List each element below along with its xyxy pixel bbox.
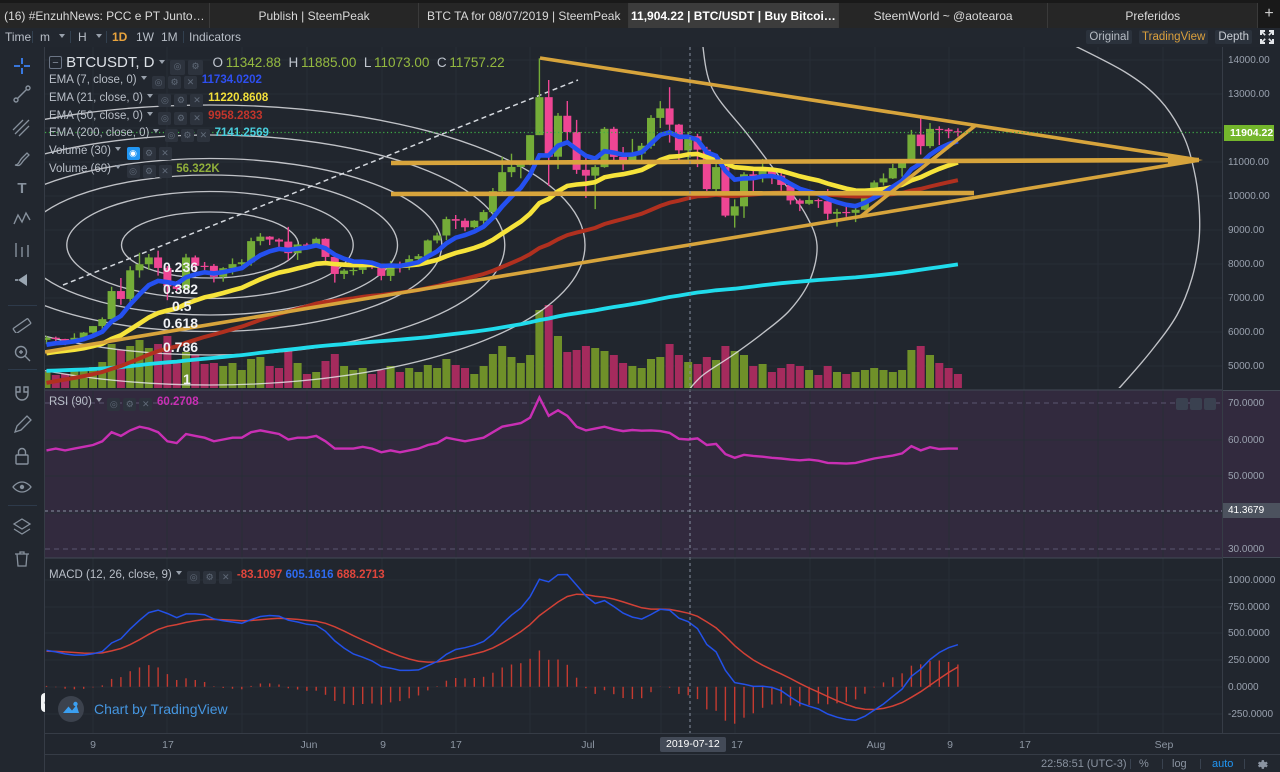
- svg-text:0.786: 0.786: [163, 339, 198, 355]
- svg-text:0.382: 0.382: [163, 281, 198, 297]
- svg-text:0.5: 0.5: [172, 298, 192, 314]
- svg-text:T: T: [17, 180, 26, 197]
- svg-text:0.236: 0.236: [163, 259, 198, 275]
- svg-text:1: 1: [183, 371, 191, 387]
- svg-text:0.618: 0.618: [163, 315, 198, 331]
